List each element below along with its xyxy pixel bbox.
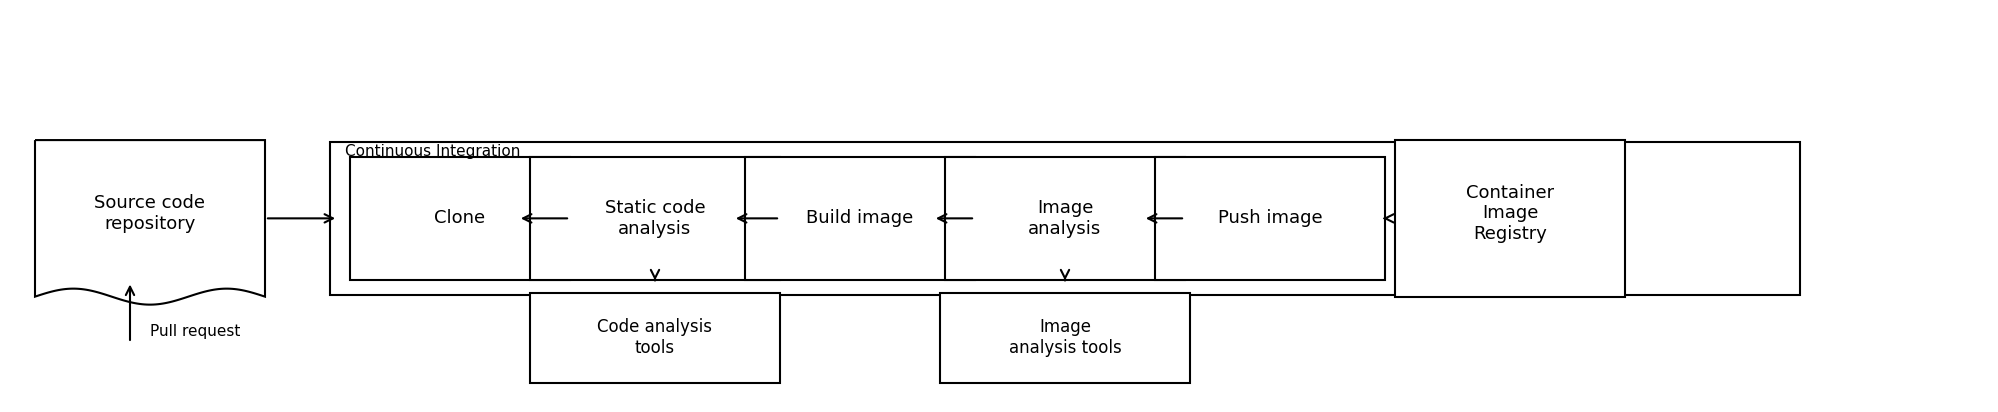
PathPatch shape (36, 140, 266, 304)
Text: Image
analysis tools: Image analysis tools (1009, 318, 1121, 357)
Text: Continuous Integration: Continuous Integration (346, 143, 519, 159)
Text: Code analysis
tools: Code analysis tools (597, 318, 711, 357)
Text: Source code
repository: Source code repository (94, 194, 206, 233)
Text: Container
Image
Registry: Container Image Registry (1465, 184, 1552, 243)
FancyBboxPatch shape (330, 142, 1798, 295)
FancyBboxPatch shape (350, 157, 569, 280)
FancyBboxPatch shape (529, 293, 779, 383)
FancyBboxPatch shape (945, 157, 1185, 280)
Text: Build image: Build image (805, 209, 913, 227)
FancyBboxPatch shape (939, 293, 1189, 383)
Text: Push image: Push image (1217, 209, 1321, 227)
FancyBboxPatch shape (1395, 140, 1624, 297)
Text: Clone: Clone (434, 209, 486, 227)
FancyBboxPatch shape (1155, 157, 1385, 280)
Text: Image
analysis: Image analysis (1027, 199, 1101, 238)
FancyBboxPatch shape (745, 157, 975, 280)
FancyBboxPatch shape (529, 157, 779, 280)
Text: Pull request: Pull request (150, 324, 240, 339)
Text: Static code
analysis: Static code analysis (603, 199, 705, 238)
